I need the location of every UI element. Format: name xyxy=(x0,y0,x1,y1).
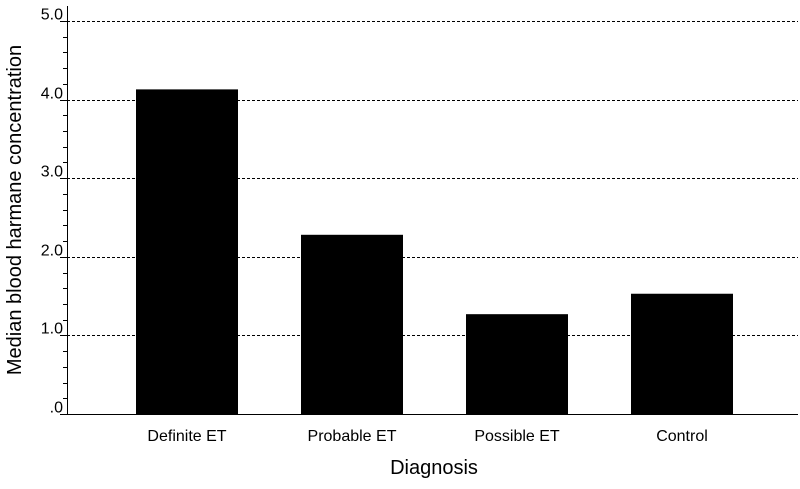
y-tick-label: 2.0 xyxy=(41,243,63,260)
label-layer: .0 1.0 2.0 3.0 4.0 5.0 Definite ET Probable ET P… xyxy=(41,7,708,446)
y-tick-label: 1.0 xyxy=(41,321,63,338)
x-category-label: Probable ET xyxy=(308,428,397,445)
bar-layer xyxy=(136,89,733,414)
y-tick-label: .0 xyxy=(50,400,63,417)
axis-layer xyxy=(60,6,798,415)
y-tick-label: 3.0 xyxy=(41,164,63,181)
x-category-label: Definite ET xyxy=(147,428,226,445)
y-axis-title: Median blood harmane concentration xyxy=(4,45,26,375)
bar xyxy=(136,89,238,414)
x-axis-title: Diagnosis xyxy=(390,457,478,479)
bar xyxy=(631,293,733,414)
x-category-label: Possible ET xyxy=(474,428,560,445)
y-tick-label: 5.0 xyxy=(41,7,63,24)
y-tick-label: 4.0 xyxy=(41,86,63,103)
bar xyxy=(466,314,568,414)
bar xyxy=(301,234,403,414)
x-category-label: Control xyxy=(656,428,708,445)
